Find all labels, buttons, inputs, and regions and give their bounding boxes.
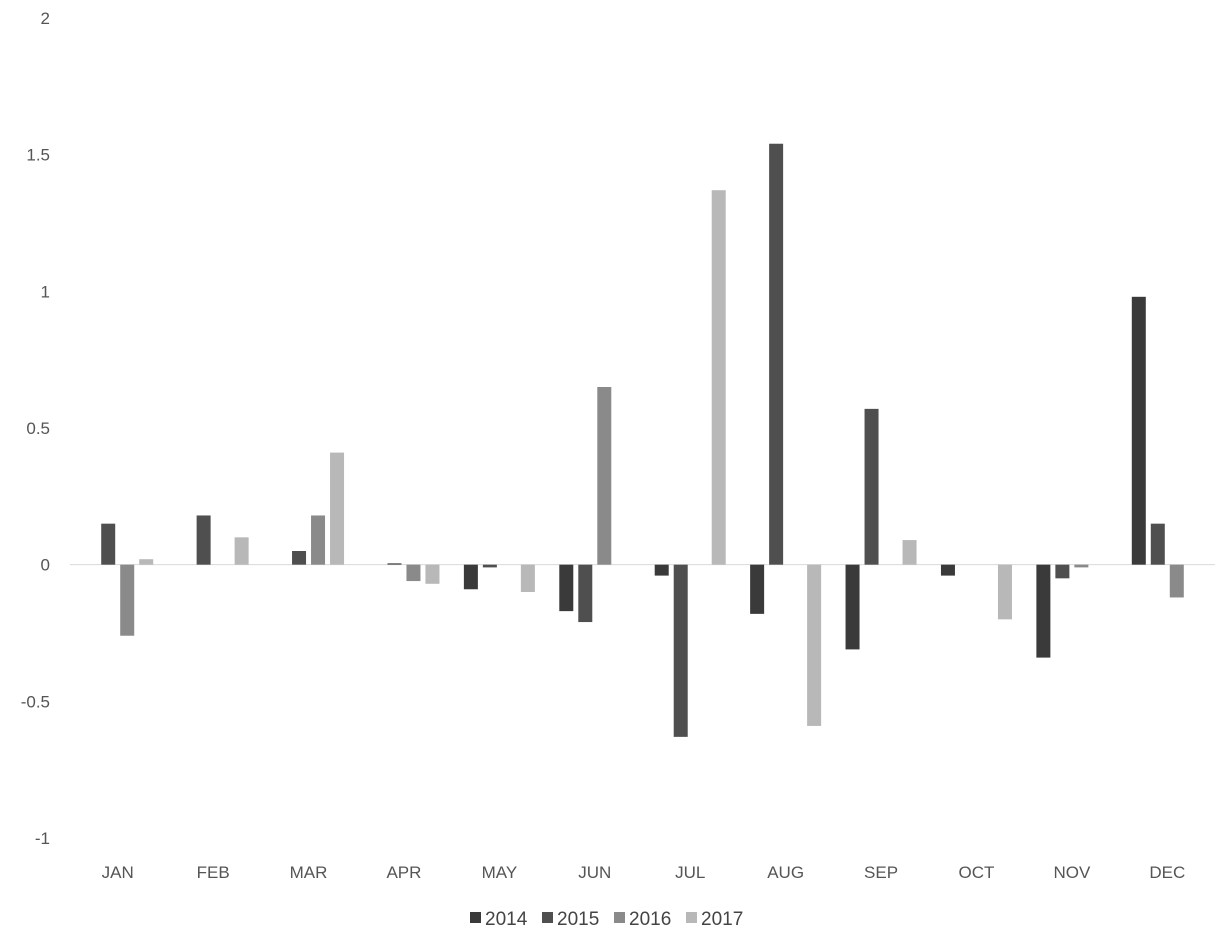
legend-item: 2017 [686,909,743,930]
x-tick-label: NOV [1053,863,1091,882]
legend-swatch [686,912,697,923]
bar-2014-jun [559,564,574,612]
bar-2017-may [520,564,535,592]
y-tick-label: -0.5 [21,692,50,711]
y-tick-label: 0.5 [26,419,50,438]
bar-2015-mar [292,551,307,565]
x-tick-label: JUN [578,863,611,882]
x-tick-label: JAN [102,863,134,882]
bar-2015-feb [196,515,211,565]
bar-2015-jul [673,564,688,737]
bar-2015-sep [864,408,879,565]
bar-2017-sep [902,540,917,565]
bar-2014-oct [940,564,955,576]
x-tick-label: DEC [1149,863,1185,882]
bar-2017-jul [711,190,726,565]
bar-2016-jun [597,387,612,565]
bar-2017-oct [997,564,1012,620]
bar-2015-may [482,564,497,568]
bar-2016-mar [311,515,326,565]
bar-2016-dec [1169,564,1184,598]
bar-2015-jan [101,523,116,565]
legend-label: 2014 [485,909,528,930]
legend: 2014 2015 2016 2017 [470,909,743,930]
x-tick-label: OCT [959,863,995,882]
bar-2016-jan [120,564,135,636]
bar-2017-jan [139,559,154,565]
bar-2015-apr [387,563,402,565]
x-tick-label: MAY [482,863,518,882]
bar-2015-aug [769,143,784,565]
bar-2014-may [463,564,478,590]
legend-item: 2016 [614,909,671,930]
bar-2015-jun [578,564,593,623]
bar-2015-nov [1055,564,1070,579]
bar-2014-sep [845,564,860,650]
legend-swatch [614,912,625,923]
bar-2014-dec [1131,296,1146,565]
y-tick-label: 1.5 [26,146,50,165]
y-tick-label: 2 [41,9,50,28]
bar-2014-aug [750,564,765,614]
x-axis: JAN FEB MAR APR MAY JUN JUL AUG SEP OCT NOV DEC [102,863,1186,882]
bar-2017-aug [807,564,822,726]
bar-2017-apr [425,564,440,584]
y-axis: 2 1.5 1 0.5 0 -0.5 -1 [21,9,50,848]
bars-group [101,143,1184,737]
bar-2015-dec [1150,523,1165,565]
y-tick-label: 1 [41,282,50,301]
x-tick-label: SEP [864,863,898,882]
bar-2014-nov [1036,564,1051,658]
bar-2016-apr [406,564,421,582]
bar-2017-mar [330,452,345,565]
legend-item: 2015 [542,909,599,930]
x-tick-label: APR [386,863,421,882]
bar-2014-jul [654,564,669,576]
legend-label: 2016 [629,909,671,930]
legend-item: 2014 [470,909,528,930]
legend-label: 2017 [701,909,743,930]
legend-swatch [542,912,553,923]
y-tick-label: 0 [41,556,50,575]
x-tick-label: MAR [290,863,328,882]
bar-2017-feb [234,537,249,565]
y-tick-label: -1 [35,829,50,848]
legend-label: 2015 [557,909,599,930]
x-tick-label: JUL [675,863,705,882]
x-tick-label: AUG [767,863,804,882]
bar-2016-nov [1074,564,1089,568]
legend-swatch [470,912,481,923]
x-tick-label: FEB [197,863,230,882]
